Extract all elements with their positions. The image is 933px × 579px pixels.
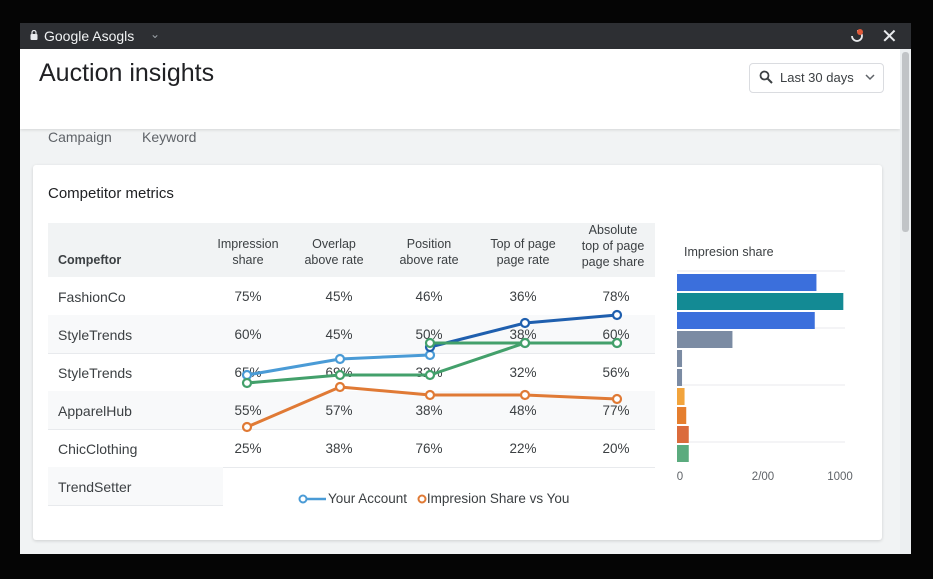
metric-cell: 20% [602,441,630,456]
page-title: Auction insights [39,59,215,87]
metric-cell: 38% [325,441,353,456]
scrollbar-thumb[interactable] [902,52,909,232]
table-row[interactable]: StyleTrends 65% 69% 32% 32% 56% [48,353,655,392]
table-row[interactable]: StyleTrends 60% 45% 50% 38% 60% [48,315,655,354]
column-header-top-of-page-rate[interactable]: Top of page page rate [490,237,556,267]
metric-cell: 56% [602,365,630,380]
legend-label-impression-share-vs-you: Impresion Share vs You [426,491,570,506]
search-icon [759,70,773,84]
metric-cell: 32% [509,365,537,380]
bar[interactable] [677,369,683,386]
legend-circle-marker-icon [417,494,427,504]
metric-cell: 75% [234,289,262,304]
metric-cell: 77% [602,403,630,418]
metric-cell: 48% [509,403,537,418]
page-header: Auction insights Last 30 days [20,49,900,129]
metric-cell: 22% [509,441,537,456]
table-row[interactable]: ApparelHub 55% 57% 38% 48% 77% [48,391,655,430]
close-button[interactable]: ✕ [881,26,898,48]
bar-chart-title: Impresion share [684,245,774,259]
bar[interactable] [677,274,817,291]
metric-cell: 76% [415,441,443,456]
bar[interactable] [677,312,815,329]
bar[interactable] [677,426,689,443]
bar[interactable] [677,350,683,367]
bar[interactable] [677,445,689,462]
column-header-overlap-above-rate[interactable]: Overlap above rate [304,237,364,267]
competitor-metrics-card: Competitor metrics Compeftor Impression s… [33,165,882,540]
bar[interactable] [677,407,687,424]
bar[interactable] [677,331,733,348]
competitor-name: FashionCo [58,289,126,305]
legend-item-impression-share-vs-you: Impresion Share vs You [417,491,570,506]
metric-cell: 46% [415,289,443,304]
metric-cell: 69% [325,365,353,380]
metric-cell: 60% [602,327,630,342]
table-row[interactable]: TrendSetter [48,467,223,506]
bar[interactable] [677,388,685,405]
legend-label-your-account: Your Account [328,491,408,506]
metric-cell: 78% [602,289,630,304]
metric-cell: 50% [415,327,443,342]
date-range-select[interactable]: Last 30 days [749,63,884,93]
column-header-impression-share[interactable]: Impression share [217,237,279,267]
x-tick-label: 1000 [827,471,853,483]
metric-cell: 38% [415,403,443,418]
window-title: Google Asogls [44,28,135,44]
column-header-absolute-top-of-page[interactable]: Absolute top of page page share [581,223,645,269]
table-header: Compeftor Impression share Overlap above r… [48,223,655,277]
chevron-down-icon [865,74,875,81]
metric-cell: 45% [325,327,353,342]
legend-item-your-account: Your Account [298,491,411,506]
chart-legend: Your Account Impresion Share vs You [298,491,569,506]
browser-window: Google Asogls ⌄ ✕ Auction insights Last … [20,23,911,554]
metric-cell: 60% [234,327,262,342]
title-bar: Google Asogls ⌄ ✕ [20,23,911,49]
lock-icon [30,30,38,40]
card-title: Competitor metrics [48,185,174,202]
competitor-name: ChicClothing [58,441,138,457]
competitor-name: StyleTrends [58,365,133,381]
vertical-scrollbar[interactable] [900,49,911,554]
chevron-down-icon[interactable]: ⌄ [150,27,161,41]
metric-cell: 36% [509,289,537,304]
metric-cell: 32% [415,365,443,380]
legend-line-marker-icon [298,494,326,504]
table-row[interactable]: FashionCo 75% 45% 46% 36% 78% [48,277,655,316]
bar[interactable] [677,293,844,310]
impression-share-bar-chart: 0 2/00 1000 [677,270,853,483]
metric-cell: 57% [325,403,353,418]
extension-icon[interactable] [849,28,865,44]
tab-keyword[interactable]: Keyword [142,129,197,145]
competitor-name: StyleTrends [58,327,133,343]
x-tick-label: 2/00 [752,471,774,483]
x-tick-label: 0 [677,471,683,483]
competitor-name: TrendSetter [58,479,132,495]
date-range-value: Last 30 days [780,70,854,85]
column-header-position-above-rate[interactable]: Position above rate [399,237,459,267]
table-row[interactable]: ChicClothing 25% 38% 76% 22% 20% [48,429,655,468]
column-header-competitor[interactable]: Compeftor [58,253,122,267]
metric-cell: 45% [325,289,353,304]
tab-campaign[interactable]: Campaign [48,129,112,145]
metric-cell: 65% [234,365,262,380]
competitor-name: ApparelHub [58,403,132,419]
metric-cell: 38% [509,327,537,342]
metric-cell: 25% [234,441,262,456]
metric-cell: 55% [234,403,262,418]
